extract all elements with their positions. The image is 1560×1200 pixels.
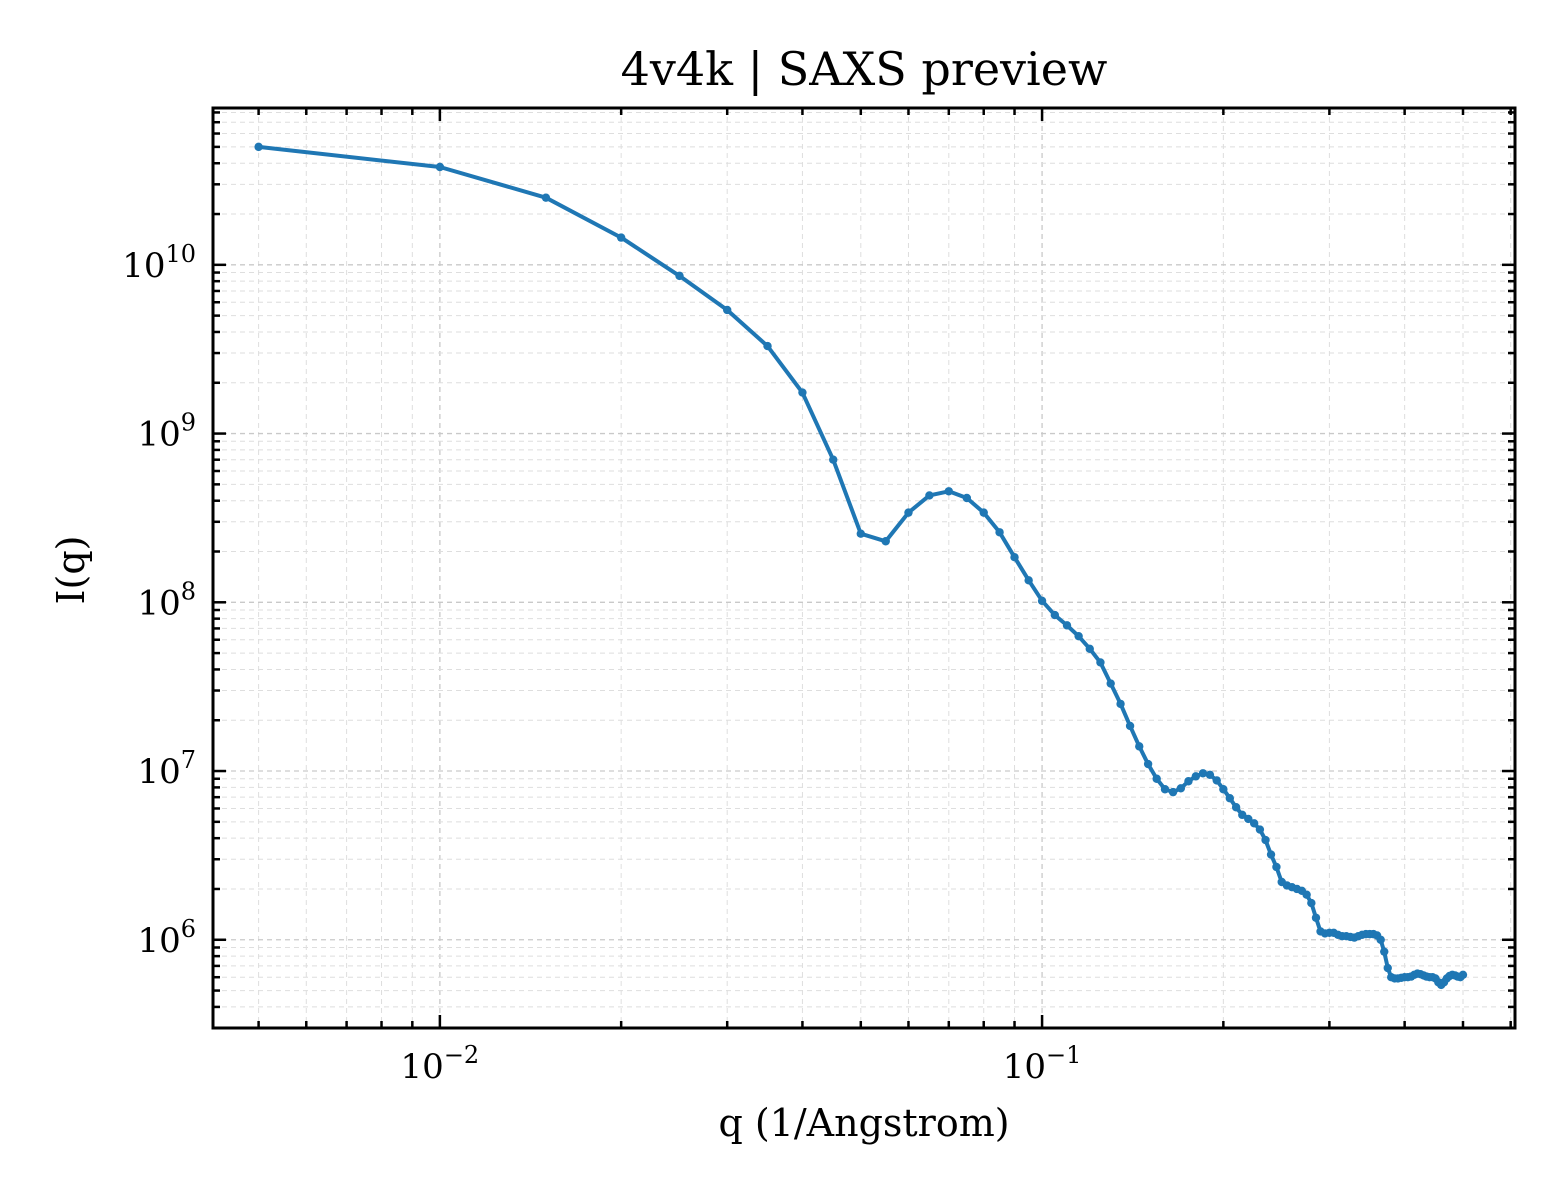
data-point — [1125, 721, 1135, 731]
data-point — [1050, 610, 1060, 620]
data-point — [1184, 777, 1193, 786]
data-point — [1376, 935, 1385, 944]
data-point — [925, 491, 934, 500]
data-point — [1261, 835, 1270, 845]
grid-lines — [213, 108, 1515, 1029]
data-point — [1249, 819, 1259, 828]
data-point — [944, 487, 953, 496]
plot-frame — [211, 106, 1517, 1030]
x-axis-label: q (1/Angstrom) — [718, 1101, 1009, 1145]
data-point — [1458, 970, 1468, 980]
data-point — [1205, 770, 1215, 779]
y-tick-label: 107 — [137, 746, 196, 792]
data-point — [1198, 769, 1208, 778]
data-point — [962, 493, 972, 503]
data-point — [1380, 947, 1389, 956]
data-point — [763, 341, 772, 351]
data-point — [1219, 785, 1228, 794]
y-axis-label: I(q) — [49, 536, 93, 605]
chart-title: 4v4k | SAXS preview — [621, 42, 1108, 96]
data-point — [1383, 963, 1392, 973]
data-point — [1085, 644, 1094, 654]
data-point — [1244, 814, 1253, 824]
data-point — [995, 528, 1004, 537]
data-point — [1160, 785, 1170, 794]
data-point — [1311, 913, 1321, 922]
data-point — [1062, 621, 1072, 630]
y-tick-label: 108 — [137, 577, 196, 623]
x-tick-label: 10−1 — [1003, 1041, 1082, 1087]
data-point — [1225, 794, 1235, 803]
data-point — [1307, 898, 1316, 908]
data-point — [254, 142, 263, 152]
data-point — [1116, 699, 1125, 709]
data-point — [1143, 759, 1153, 769]
data-point — [1176, 784, 1186, 793]
data-point — [1191, 772, 1201, 781]
x-tick-label: 10−2 — [401, 1041, 480, 1087]
data-point — [1024, 576, 1033, 585]
y-tick-label: 109 — [137, 409, 196, 455]
series-layer — [254, 142, 1468, 990]
data-point — [979, 508, 988, 517]
y-tick-label: 106 — [137, 915, 196, 961]
data-point — [1231, 803, 1241, 812]
data-point — [1135, 742, 1144, 751]
data-point — [1272, 862, 1281, 872]
data-point — [829, 455, 838, 464]
data-point — [1096, 658, 1105, 667]
data-point — [1106, 679, 1115, 688]
data-point — [1302, 890, 1311, 899]
data-point — [541, 193, 551, 202]
data-point — [1152, 774, 1161, 783]
data-point — [1037, 596, 1047, 606]
data-point — [856, 529, 865, 538]
data-point — [722, 305, 732, 315]
data-point — [435, 162, 445, 172]
data-point — [1255, 825, 1265, 834]
data-point — [798, 388, 807, 397]
y-tick-label: 1010 — [122, 240, 196, 286]
data-point — [904, 508, 913, 517]
data-point — [1238, 810, 1247, 820]
data-point — [1168, 787, 1178, 797]
data-point — [1266, 850, 1276, 859]
data-point — [1010, 553, 1019, 562]
data-point — [1074, 631, 1083, 641]
data-point — [881, 537, 890, 546]
tick-labels: 10−2 10−1 106 107 108 109 1010 — [122, 240, 1081, 1087]
data-point — [616, 233, 626, 242]
data-point — [1212, 776, 1221, 785]
data-point — [675, 271, 684, 281]
